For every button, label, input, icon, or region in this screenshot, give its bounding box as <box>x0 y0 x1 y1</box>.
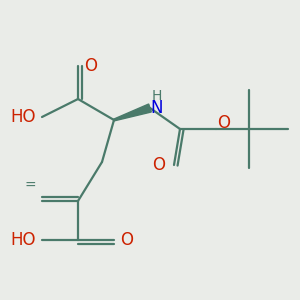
Text: HO: HO <box>11 231 36 249</box>
Text: N: N <box>150 99 163 117</box>
Text: H: H <box>152 89 162 103</box>
Text: O: O <box>120 231 133 249</box>
Text: O: O <box>84 57 97 75</box>
Text: =: = <box>24 179 36 193</box>
Text: O: O <box>152 156 165 174</box>
Text: O: O <box>218 114 230 132</box>
Polygon shape <box>114 104 151 121</box>
Text: HO: HO <box>11 108 36 126</box>
